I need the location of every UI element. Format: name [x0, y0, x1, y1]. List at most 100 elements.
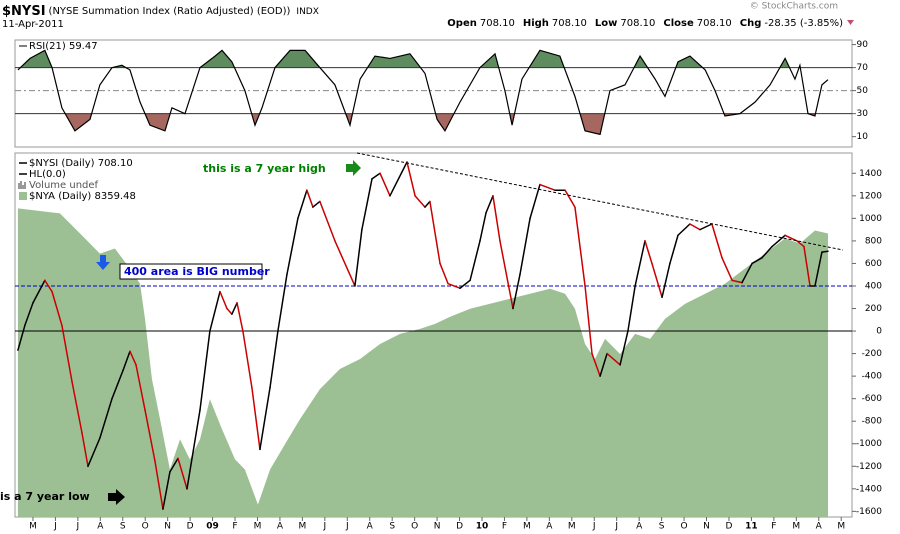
line-segment [199, 330, 211, 411]
threshold-fill [17, 50, 828, 68]
line-segment [61, 324, 73, 383]
line-segment [661, 262, 671, 298]
line-segment [669, 234, 679, 265]
quote-label: Low [595, 18, 617, 29]
line-segment [259, 386, 271, 451]
y-tick-label: 1000 [859, 214, 882, 224]
x-tick-label: M [837, 522, 845, 532]
line-segment [699, 223, 713, 231]
line-segment [32, 279, 46, 304]
line-segment [81, 431, 89, 468]
line-segment [414, 195, 426, 208]
line-segment [741, 262, 753, 284]
legend-label: HL(0.0) [29, 169, 66, 180]
x-tick-label: 10 [476, 522, 489, 532]
area [17, 208, 828, 517]
line-segment [584, 285, 593, 355]
line-segment [731, 279, 743, 284]
line-segment [209, 290, 221, 332]
line-segment [447, 282, 461, 289]
line-segment [277, 273, 288, 332]
y-tick-label: -1600 [856, 507, 882, 517]
x-tick-label: M [29, 522, 37, 532]
line-segment [129, 350, 137, 366]
line-segment [796, 240, 805, 248]
line-segment [459, 279, 471, 289]
line-segment [492, 195, 501, 242]
line-segment [87, 437, 101, 468]
line-segment [721, 257, 733, 282]
x-tick-label: N [164, 522, 171, 532]
y-tick-label: -400 [862, 372, 883, 382]
x-tick-label: J [76, 522, 80, 532]
line-segment [231, 302, 238, 315]
line-segment [424, 200, 431, 208]
line-segment [512, 273, 521, 310]
quote-value: -28.35 (-3.85%) [764, 18, 843, 29]
line-segment [251, 386, 261, 451]
y-tick-label: 400 [865, 281, 882, 291]
y-tick-label: -600 [862, 394, 883, 404]
x-tick-label: F [771, 522, 776, 532]
x-tick-label: O [411, 522, 418, 532]
x-tick-label: F [502, 522, 507, 532]
legend-label: RSI(21) 59.47 [29, 41, 98, 52]
line-segment [135, 364, 146, 411]
line-segment [599, 352, 608, 377]
y-tick-label: 90 [857, 40, 869, 50]
line-segment [529, 183, 541, 220]
threshold-fill [65, 113, 816, 135]
line-segment [761, 245, 773, 259]
line-segment [379, 172, 391, 197]
legend-label: Volume undef [29, 180, 99, 191]
line-segment [354, 228, 363, 287]
line-segment [312, 200, 321, 208]
rsi-panel [14, 39, 853, 148]
x-tick-label: D [725, 522, 732, 532]
y-tick-label: 50 [857, 86, 869, 96]
line-segment [162, 471, 171, 510]
arrow [96, 255, 110, 270]
line-segment [499, 240, 514, 310]
line-segment [429, 200, 441, 265]
quote-label: Open [447, 18, 477, 29]
y-tick-label: 0 [876, 327, 882, 337]
line-segment [99, 397, 113, 439]
x-tick-label: 11 [745, 522, 758, 532]
exchange: INDX [296, 7, 318, 17]
quote-value: 708.10 [552, 18, 587, 29]
line-segment [814, 251, 823, 287]
line-segment [644, 240, 653, 265]
x-tick-label: S [120, 522, 126, 532]
line-segment [306, 189, 314, 208]
line-segment [122, 350, 131, 372]
line-segment [17, 324, 26, 351]
quote-label: High [523, 18, 549, 29]
x-tick-label: 09 [206, 522, 219, 532]
line-segment [539, 183, 556, 191]
annotation-box [119, 263, 263, 280]
y-tick-label: 800 [865, 236, 882, 246]
x-tick-label: D [456, 522, 463, 532]
arrow [346, 160, 361, 176]
line-segment [479, 211, 487, 242]
y-tick-label: 1200 [859, 191, 882, 201]
copyright: © StockCharts.com [750, 2, 838, 12]
arrow [108, 489, 125, 505]
line-segment [236, 302, 244, 332]
line-segment [619, 330, 629, 366]
line-segment [286, 217, 299, 276]
line-segment [219, 290, 228, 310]
line-segment [269, 330, 279, 389]
x-tick-label: A [367, 522, 374, 532]
line-segment [469, 240, 481, 282]
y-tick-label: -1000 [856, 439, 882, 449]
line-segment [634, 240, 646, 287]
x-tick-label: A [546, 522, 553, 532]
legend-label: $NYA (Daily) 8359.48 [29, 191, 136, 202]
line-segment [711, 223, 723, 259]
line-segment [186, 409, 201, 490]
x-tick-label: O [681, 522, 688, 532]
legend-swatch [19, 192, 27, 200]
legend-swatch [18, 181, 26, 189]
